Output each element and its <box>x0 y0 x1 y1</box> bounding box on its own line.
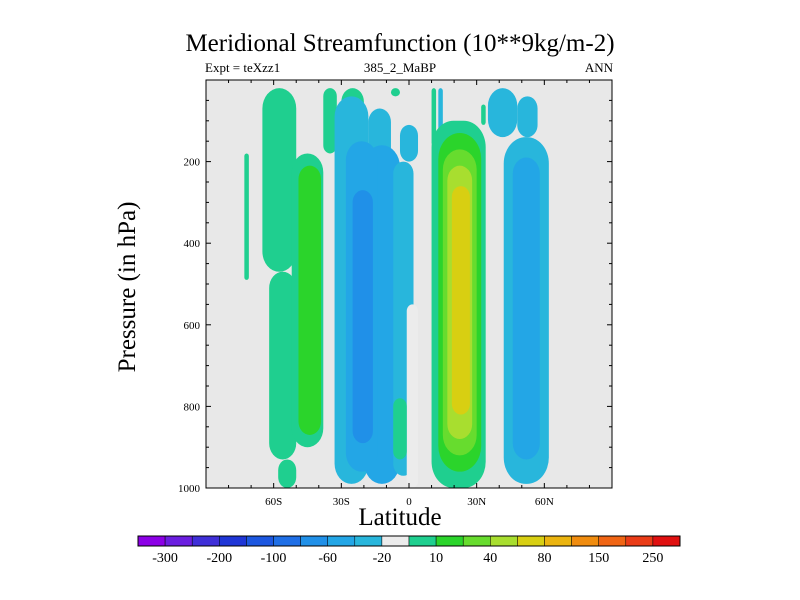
colorbar-label: 150 <box>588 551 609 566</box>
colorbar-label: -60 <box>318 551 337 566</box>
colorbar-label: -100 <box>261 551 287 566</box>
season-label: ANN <box>584 60 613 75</box>
colorbar-swatch <box>300 535 328 547</box>
y-tick-label: 200 <box>184 157 201 169</box>
contour-cell <box>352 190 373 444</box>
plot-area <box>206 80 612 489</box>
colorbar-swatch <box>246 535 274 547</box>
x-tick-label: 30N <box>467 496 486 508</box>
contour-cell <box>451 186 470 415</box>
x-tick-label: 0 <box>406 496 412 508</box>
colorbar-label: 10 <box>429 551 443 566</box>
contour-cell <box>298 165 322 435</box>
y-tick-label: 800 <box>184 401 201 413</box>
colorbar-label: -300 <box>152 551 178 566</box>
colorbar-swatch <box>137 535 166 547</box>
contour-cell <box>406 304 419 488</box>
colorbar-swatch <box>354 535 383 547</box>
experiment-label: Expt = teXzz1 <box>205 60 281 75</box>
x-axis-label: Latitude <box>358 504 442 531</box>
contour-cell <box>278 459 297 488</box>
colorbar-swatch <box>462 535 491 547</box>
colorbar-swatch <box>544 535 572 547</box>
axes: 200 400 600 800 1000 60S 30S 0 30N 60N <box>178 79 613 508</box>
colorbar-label: -200 <box>206 551 232 566</box>
contour-cell <box>512 157 540 460</box>
colorbar-swatch <box>517 535 545 547</box>
colorbar-swatch <box>435 535 464 547</box>
contour-cell <box>323 88 337 154</box>
colorbar-swatch <box>327 535 356 547</box>
period-label: 385_2_MaBP <box>363 60 437 75</box>
colorbar: -300 -200 -100 -60 -20 10 40 80 150 250 <box>137 535 681 566</box>
colorbar-swatch <box>625 535 654 547</box>
colorbar-swatch <box>598 535 627 547</box>
colorbar-swatch <box>571 535 599 547</box>
colorbar-swatch <box>490 535 518 547</box>
colorbar-swatch <box>273 535 301 547</box>
contour-cell <box>262 88 297 272</box>
colorbar-label: 250 <box>642 551 663 566</box>
contour-cell <box>481 104 486 125</box>
contour-cell <box>244 153 249 280</box>
y-tick-label: 1000 <box>178 483 201 495</box>
x-tick-label: 30S <box>333 496 350 508</box>
colorbar-frame <box>137 535 681 547</box>
colorbar-swatch <box>408 535 437 547</box>
y-tick-label: 600 <box>184 320 201 332</box>
colorbar-label: -20 <box>373 551 392 566</box>
contour-cell <box>431 88 437 146</box>
x-tick-label: 60S <box>265 496 282 508</box>
contour-cell <box>269 271 297 460</box>
contour-cell <box>390 88 400 97</box>
colorbar-swatch <box>652 535 681 547</box>
colorbar-swatch <box>381 535 410 547</box>
colorbar-swatch <box>164 535 193 547</box>
contour-cell <box>487 88 518 138</box>
colorbar-swatch <box>191 535 220 547</box>
contour-cell <box>393 398 407 460</box>
contour-cell <box>517 96 538 138</box>
colorbar-label: 40 <box>483 551 497 566</box>
contour-cell <box>399 124 419 162</box>
chart-title: Meridional Streamfunction (10**9kg/m-2) <box>185 30 615 57</box>
x-tick-label: 60N <box>535 496 554 508</box>
y-tick-label: 400 <box>184 238 201 250</box>
colorbar-swatch <box>219 535 247 547</box>
colorbar-label: 80 <box>538 551 552 566</box>
